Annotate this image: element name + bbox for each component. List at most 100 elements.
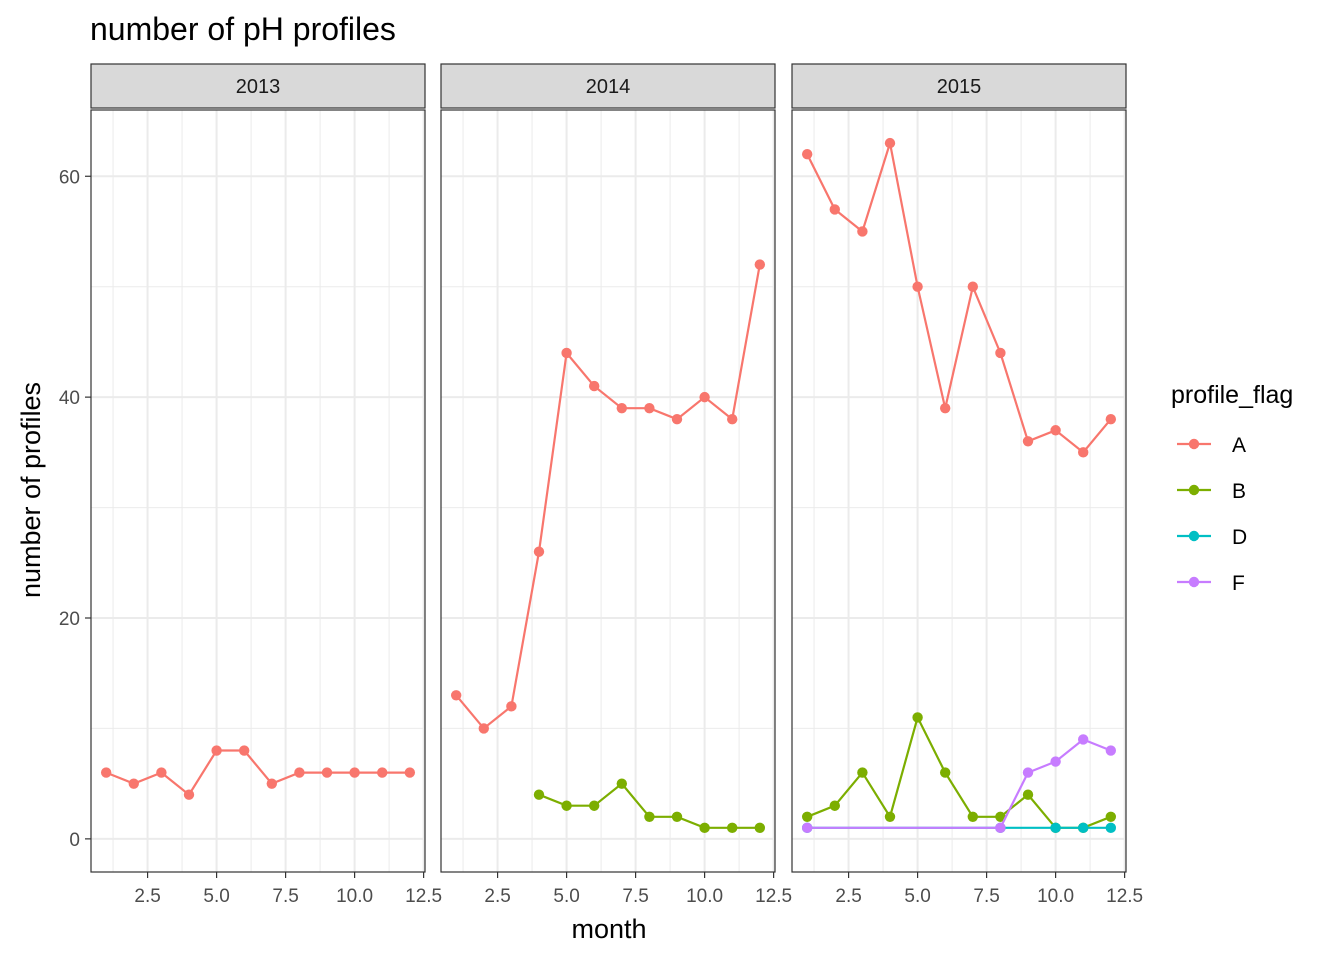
data-point-B bbox=[995, 811, 1006, 822]
data-point-A bbox=[321, 767, 333, 778]
data-point-A bbox=[506, 701, 517, 712]
data-point-F bbox=[1050, 756, 1061, 767]
y-axis-title: number of profiles bbox=[16, 382, 46, 598]
data-point-B bbox=[533, 789, 545, 800]
data-point-B bbox=[857, 767, 868, 778]
data-point-B bbox=[884, 811, 896, 822]
data-point-B bbox=[801, 811, 813, 822]
x-tick-label: 2.5 bbox=[484, 886, 510, 907]
x-tick-label: 7.5 bbox=[272, 886, 298, 907]
panel-background bbox=[91, 110, 425, 872]
data-point-A bbox=[404, 767, 416, 778]
facet-strip-label: 2014 bbox=[586, 76, 631, 98]
legend-label: B bbox=[1232, 480, 1246, 503]
x-tick-label: 2.5 bbox=[134, 886, 160, 907]
data-point-A bbox=[156, 767, 167, 778]
data-point-A bbox=[995, 347, 1006, 359]
data-point-A bbox=[349, 767, 360, 778]
data-point-A bbox=[183, 789, 195, 800]
panel-border bbox=[791, 109, 1127, 873]
x-tick-label: 7.5 bbox=[622, 886, 648, 907]
data-point-A bbox=[294, 767, 305, 778]
data-point-D bbox=[1078, 822, 1089, 834]
y-tick-label: 0 bbox=[69, 830, 80, 851]
x-tick-label: 12.5 bbox=[1106, 886, 1143, 907]
data-point-A bbox=[884, 137, 896, 149]
x-tick-label: 5.0 bbox=[553, 886, 579, 907]
data-point-A bbox=[699, 391, 710, 403]
data-point-B bbox=[727, 822, 738, 834]
series-line-A bbox=[455, 264, 761, 730]
facet-panels: 2013 2.5 5.0 7.5 10.0 12.5 0 20 40 60 2014 2.5 5.0 7.… bbox=[59, 63, 1143, 907]
data-point-F bbox=[1022, 767, 1034, 778]
data-point-B bbox=[912, 712, 923, 723]
legend-key-point bbox=[1188, 438, 1200, 450]
x-tick-label: 5.0 bbox=[904, 886, 930, 907]
data-point-A bbox=[100, 767, 112, 778]
facet-strip bbox=[90, 63, 426, 109]
data-point-B bbox=[644, 811, 655, 822]
data-point-A bbox=[450, 690, 462, 701]
data-point-B bbox=[561, 800, 572, 811]
series-line-A bbox=[806, 142, 1112, 454]
data-point-A bbox=[644, 402, 655, 414]
x-tick-label: 5.0 bbox=[203, 886, 229, 907]
data-point-A bbox=[211, 745, 222, 756]
data-point-B bbox=[829, 800, 840, 811]
data-point-B bbox=[939, 767, 951, 778]
data-point-F bbox=[1105, 745, 1117, 756]
x-tick-label: 10.0 bbox=[686, 886, 723, 907]
x-tick-label: 10.0 bbox=[336, 886, 373, 907]
legend-item-D: D bbox=[1177, 526, 1247, 549]
facet-strip-label: 2013 bbox=[236, 76, 281, 98]
panel-background bbox=[441, 110, 775, 872]
y-tick-label: 20 bbox=[59, 609, 80, 630]
data-point-F bbox=[995, 822, 1006, 834]
data-point-A bbox=[1050, 425, 1061, 436]
data-point-A bbox=[128, 778, 139, 789]
data-point-A bbox=[238, 745, 250, 756]
facet-panel-2014: 2014 2.5 5.0 7.5 10.0 12.5 bbox=[440, 63, 792, 907]
legend-label: A bbox=[1232, 434, 1246, 457]
legend-item-A: A bbox=[1177, 434, 1246, 457]
data-point-A bbox=[588, 380, 600, 392]
data-point-B bbox=[1022, 789, 1034, 800]
panel-border bbox=[440, 109, 776, 873]
data-point-B bbox=[616, 778, 628, 789]
facet-strip bbox=[791, 63, 1127, 109]
data-point-D bbox=[1050, 822, 1061, 834]
data-point-A bbox=[801, 148, 813, 160]
x-tick-label: 2.5 bbox=[835, 886, 861, 907]
data-point-A bbox=[967, 281, 979, 292]
panel-border bbox=[90, 109, 426, 873]
data-point-A bbox=[1105, 414, 1117, 425]
data-point-A bbox=[671, 414, 683, 425]
data-point-A bbox=[912, 281, 923, 292]
data-point-A bbox=[1078, 447, 1089, 458]
data-point-A bbox=[561, 347, 572, 359]
data-point-A bbox=[939, 402, 951, 414]
legend-key-point bbox=[1188, 530, 1200, 542]
chart-title: number of pH profiles bbox=[90, 11, 396, 47]
data-point-D bbox=[1105, 822, 1117, 834]
series-2015-A bbox=[801, 137, 1117, 458]
facet-strip-label: 2015 bbox=[937, 76, 982, 98]
data-point-B bbox=[699, 822, 710, 834]
facet-panel-2015: 2015 2.5 5.0 7.5 10.0 12.5 bbox=[791, 63, 1143, 907]
x-tick-label: 12.5 bbox=[405, 886, 442, 907]
data-point-B bbox=[967, 811, 979, 822]
data-point-A bbox=[478, 723, 489, 734]
data-point-A bbox=[727, 414, 738, 425]
legend-label: D bbox=[1232, 526, 1247, 549]
data-point-A bbox=[377, 767, 388, 778]
legend-item-F: F bbox=[1177, 572, 1245, 595]
series-2013-A bbox=[100, 745, 416, 800]
series-2015-F bbox=[801, 734, 1117, 834]
legend-label: F bbox=[1232, 572, 1245, 595]
facet-strip bbox=[440, 63, 776, 109]
data-point-A bbox=[533, 546, 545, 557]
